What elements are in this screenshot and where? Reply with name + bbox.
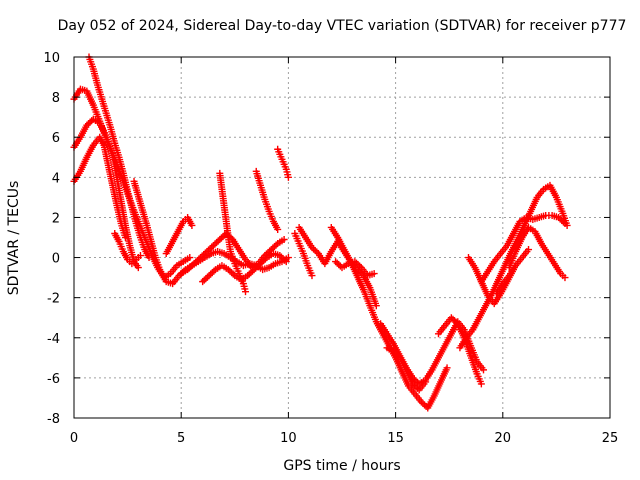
y-tick-label: 4: [52, 171, 60, 186]
data-point-marker: [308, 272, 316, 280]
series-arc-7: [162, 213, 196, 258]
data-point-marker: [394, 352, 402, 360]
data-point-marker: [422, 378, 430, 386]
data-point-marker: [559, 218, 567, 226]
data-point-marker: [281, 256, 289, 264]
series-arc-22: [477, 211, 569, 286]
data-point-marker: [272, 241, 280, 249]
data-point-marker: [280, 236, 288, 244]
x-tick-label: 5: [177, 431, 185, 446]
plot-frame: [73, 56, 611, 419]
series-arc-9: [216, 169, 250, 296]
series-arc-15: [332, 258, 378, 280]
data-point-marker: [443, 364, 451, 372]
axis-ticks: 0 5 10 15 20 25 -8 -6 -4 -2 0 2 4 6 8 10: [43, 51, 618, 446]
data-markers: [70, 53, 571, 412]
y-tick-label: 0: [52, 252, 60, 267]
series-arc-4: [70, 133, 129, 241]
series-arc-23: [505, 223, 569, 282]
data-point-marker: [282, 258, 290, 266]
y-tick-label: 8: [52, 91, 60, 106]
data-point-marker: [229, 270, 237, 278]
data-point-marker: [121, 234, 129, 241]
y-tick-label: -2: [47, 292, 60, 307]
data-point-marker: [370, 270, 378, 278]
series-arc-24: [492, 246, 533, 298]
x-tick-label: 25: [602, 431, 619, 446]
y-axis-label: SDTVAR / TECUs: [6, 181, 22, 296]
series-arc-18: [383, 344, 430, 394]
y-tick-label: 10: [43, 51, 60, 66]
data-point-marker: [188, 221, 196, 229]
data-point-marker: [372, 302, 380, 310]
series-arc-20: [456, 181, 571, 352]
data-point-marker: [356, 262, 364, 270]
data-point-marker: [480, 366, 488, 374]
chart-title: Day 052 of 2024, Sidereal Day-to-day VTE…: [57, 18, 627, 34]
data-point-marker: [210, 267, 218, 275]
series-arc-16: [327, 223, 451, 412]
series-arc-3: [70, 115, 142, 272]
data-point-marker: [274, 225, 282, 233]
data-point-marker: [525, 246, 533, 254]
data-point-marker: [284, 173, 292, 181]
data-point-marker: [136, 252, 144, 260]
grid-lines: [74, 57, 610, 418]
data-point-marker: [261, 255, 269, 263]
x-tick-label: 20: [495, 431, 512, 446]
series-arc-10: [252, 167, 282, 233]
y-tick-label: 2: [52, 211, 60, 226]
series-arc-14: [291, 229, 316, 280]
data-point-marker: [134, 264, 142, 272]
series-arc-12: [199, 250, 290, 286]
y-tick-label: 6: [52, 131, 60, 146]
data-point-marker: [561, 274, 569, 282]
data-point-marker: [284, 254, 292, 262]
x-axis-label: GPS time / hours: [283, 458, 400, 474]
data-point-marker: [145, 254, 153, 262]
y-tick-label: -6: [47, 372, 60, 387]
data-point-marker: [561, 219, 569, 227]
data-point-marker: [242, 288, 250, 296]
data-point-marker: [186, 254, 194, 262]
x-tick-label: 10: [280, 431, 297, 446]
x-tick-label: 0: [70, 431, 78, 446]
y-tick-label: -8: [47, 412, 60, 427]
y-tick-label: -4: [47, 332, 60, 347]
series-arc-11: [274, 145, 292, 181]
data-point-marker: [452, 318, 460, 326]
series-arc-5: [111, 229, 144, 268]
data-point-marker: [313, 248, 321, 256]
x-tick-label: 15: [387, 431, 404, 446]
data-point-marker: [477, 380, 485, 388]
series-arc-17: [377, 318, 488, 388]
